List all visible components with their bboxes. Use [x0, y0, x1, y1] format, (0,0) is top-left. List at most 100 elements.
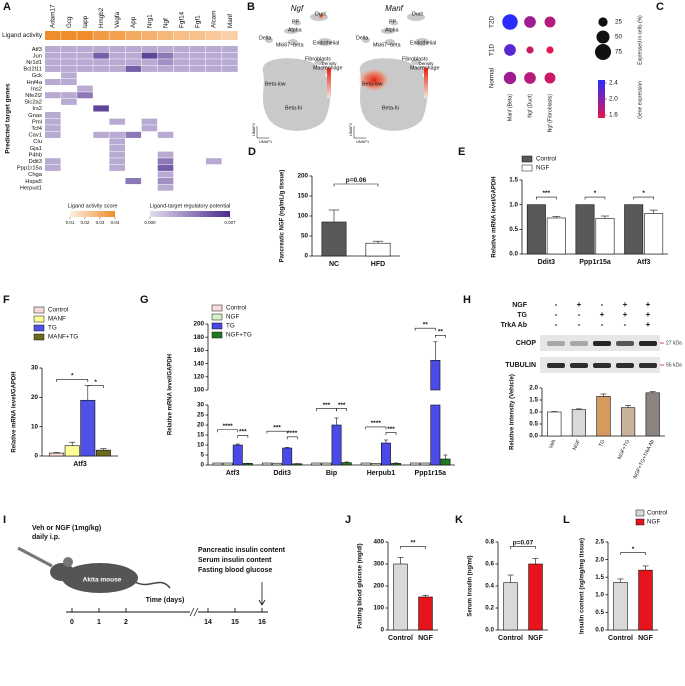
heat-cell	[93, 65, 109, 72]
y-tick-label: 0.5	[529, 421, 538, 428]
heat-cell	[61, 59, 77, 66]
heat-cell	[125, 131, 142, 138]
bar	[331, 424, 342, 466]
dot	[524, 16, 536, 28]
x-tick-label: Veh	[548, 439, 557, 450]
panel-label: K	[455, 514, 463, 526]
heat-cell	[141, 118, 158, 125]
legend-swatch	[211, 331, 223, 339]
legend-title: Density	[321, 61, 337, 66]
row-label: Slc2a2	[24, 100, 42, 106]
bar	[311, 462, 322, 466]
condition-mark: -	[578, 320, 581, 329]
axis-break	[193, 607, 199, 617]
legend-label: Control	[48, 307, 68, 314]
condition-mark: -	[578, 310, 581, 319]
significance-bracket	[87, 385, 104, 389]
heat-cell	[93, 105, 109, 112]
heat-cell	[45, 65, 61, 72]
condition-mark: +	[623, 300, 628, 309]
heat-cell	[45, 112, 61, 119]
bar	[381, 442, 391, 466]
heat-cell	[109, 52, 125, 59]
column-label: Gcg	[66, 16, 73, 28]
heat-cell	[141, 59, 158, 66]
y-tick-label: 0.4	[485, 583, 494, 590]
y-tick-label: 400	[373, 539, 384, 546]
legend-label: TG	[48, 325, 57, 332]
y-tick-label: 0	[34, 453, 38, 460]
y-axis-label: Insulin content (ng/mg/mg tissue)	[580, 538, 586, 634]
annotation: ***	[239, 429, 247, 436]
blot-band	[547, 363, 565, 368]
legend-swatch	[521, 155, 533, 163]
legend-label: NGF	[226, 314, 239, 321]
y-tick-label: 200	[373, 583, 384, 590]
density-hotspot	[318, 13, 324, 19]
cluster-label: Endothelial	[410, 40, 436, 46]
x-tick-label: Ppp1r15a	[579, 259, 611, 266]
heat-cell	[109, 151, 125, 158]
blot-band	[547, 341, 565, 346]
heat-cell	[189, 65, 206, 72]
activity-cell	[125, 31, 142, 40]
heat-cell	[109, 65, 125, 72]
legend-tick-label: 0.03	[96, 220, 105, 225]
y-tick-label: 1.5	[509, 177, 518, 184]
condition-mark: +	[646, 320, 651, 329]
blot-band	[639, 363, 657, 368]
y-tick-label: 10	[197, 442, 205, 449]
heat-cell	[45, 92, 61, 99]
x-tick-label: Atf3	[637, 259, 651, 266]
bar	[393, 563, 408, 631]
significance-bracket	[385, 432, 397, 436]
condition-mark: +	[646, 300, 651, 309]
bar	[49, 452, 65, 457]
heat-cell	[141, 46, 158, 53]
panel-label: A	[3, 1, 11, 13]
row-label: Hnf4a	[27, 80, 43, 86]
legend-label: Control	[536, 156, 556, 163]
legend-label: NGF	[536, 165, 549, 172]
x-tick-label: Ddit3	[538, 259, 556, 266]
x-axis-label: Time (days)	[146, 597, 185, 604]
heat-cell	[109, 138, 125, 145]
panel-label: D	[248, 146, 256, 158]
condition-mark: +	[646, 310, 651, 319]
legend-tick-label: 0.000	[144, 220, 156, 225]
blot-band	[593, 363, 611, 368]
y-axis-label: Predicted target genes	[5, 83, 12, 153]
heat-cell	[157, 171, 174, 178]
dot	[544, 16, 556, 28]
significance-bracket	[237, 435, 249, 438]
y-tick-label: 25	[197, 412, 205, 419]
significance-bracket	[400, 546, 426, 549]
legend-swatch	[33, 324, 45, 332]
cluster-label: Alpha	[288, 27, 302, 33]
umap-cluster	[390, 20, 398, 26]
heat-cell	[157, 158, 174, 165]
heat-cell	[45, 79, 61, 86]
umap-cluster	[288, 39, 298, 45]
condition-mark: +	[577, 300, 582, 309]
significance-bracket	[414, 327, 436, 331]
y-tick-label: 1.5	[595, 574, 604, 581]
treatment-label: Veh or NGF (1mg/kg)	[32, 525, 101, 532]
bar	[645, 392, 660, 437]
x-tick-label: HFD	[371, 261, 385, 268]
y-tick-label: 1.0	[509, 201, 518, 208]
dot	[503, 71, 517, 85]
x-tick-label: Ddit3	[273, 470, 291, 477]
map-title: Ngf	[291, 4, 304, 13]
legend-label: Control	[647, 510, 667, 517]
bar	[242, 463, 253, 466]
condition-label: TG	[517, 312, 527, 319]
panel-label: J	[345, 514, 351, 526]
column-label: Ngf	[162, 18, 169, 28]
x-tick-label: Control	[388, 635, 413, 642]
legend-swatch	[33, 333, 45, 341]
condition-mark: -	[601, 320, 604, 329]
heat-cell	[157, 131, 174, 138]
y-tick-label: 0.0	[485, 627, 494, 634]
